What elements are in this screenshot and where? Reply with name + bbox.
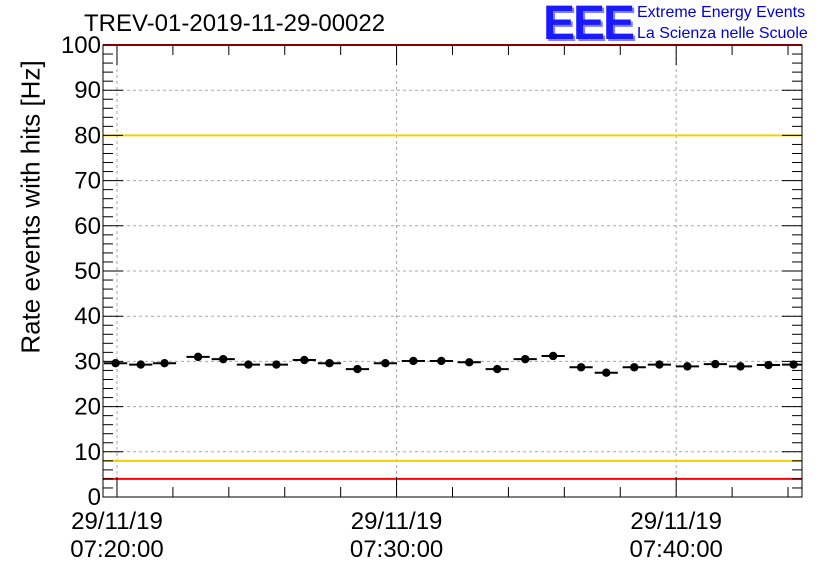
y-tick-label: 20 (74, 394, 101, 421)
y-tick-label: 70 (74, 168, 101, 195)
data-point (789, 360, 798, 369)
data-point (437, 356, 446, 366)
data-point (409, 356, 418, 366)
eee-logo-mark: EEE (543, 0, 635, 50)
y-tick-label: 0 (88, 484, 101, 511)
data-point (300, 355, 309, 365)
data-point (630, 363, 639, 372)
data-point (655, 360, 664, 369)
x-tick-label-time: 07:30:00 (350, 536, 443, 563)
y-tick-label: 60 (74, 213, 101, 240)
data-point (353, 364, 362, 374)
y-axis-label: Rate events with hits [Hz] (15, 60, 46, 354)
logo-caption-line2: La Scienza nelle Scuole (637, 25, 808, 42)
x-tick-label-time: 07:40:00 (629, 536, 722, 563)
x-tick-label-date: 29/11/19 (630, 508, 722, 535)
data-point (602, 368, 611, 377)
data-point (244, 360, 253, 369)
y-tick-label: 30 (74, 348, 101, 375)
data-point (193, 352, 203, 362)
data-point (683, 362, 692, 371)
data-point (736, 362, 745, 371)
data-point (381, 359, 390, 368)
data-point (764, 360, 773, 370)
x-tick-label-date: 29/11/19 (351, 508, 443, 535)
data-point (493, 364, 502, 374)
y-tick-label: 40 (74, 303, 101, 330)
data-point (219, 354, 228, 364)
data-point (111, 359, 120, 368)
y-tick-label: 90 (74, 77, 101, 104)
data-point (272, 360, 281, 369)
y-tick-label: 10 (74, 439, 101, 466)
chart-title: TREV-01-2019-11-29-00022 (84, 10, 386, 37)
data-point (520, 354, 530, 364)
y-tick-label: 80 (74, 122, 101, 149)
data-point (576, 363, 586, 372)
data-point (711, 359, 720, 369)
y-tick-label: 50 (74, 258, 101, 285)
data-point (325, 359, 334, 368)
data-point (136, 360, 145, 369)
x-tick-label-time: 07:20:00 (70, 536, 163, 563)
data-point (465, 358, 474, 367)
data-point (548, 351, 558, 361)
x-tick-label-date: 29/11/19 (71, 508, 163, 535)
logo-caption-line1: Extreme Energy Events (637, 4, 806, 21)
data-point (160, 359, 169, 368)
y-tick-label: 100 (61, 32, 101, 59)
